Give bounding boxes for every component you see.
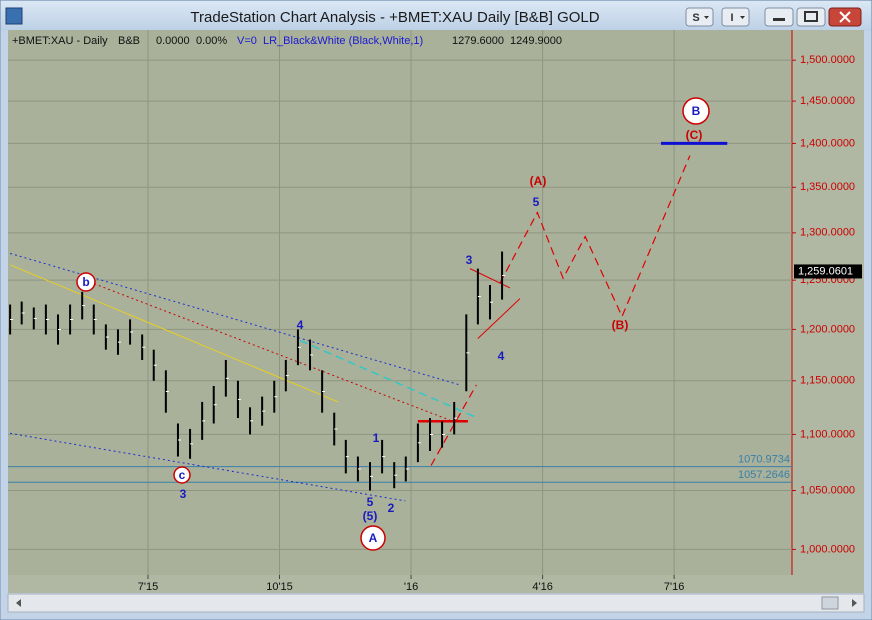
button-i[interactable] bbox=[721, 7, 750, 27]
annotation: 4 bbox=[297, 318, 304, 332]
annotation: 5 bbox=[533, 195, 540, 209]
annotation: 5 bbox=[367, 495, 374, 509]
scroll-thumb[interactable] bbox=[821, 596, 839, 610]
header-value: 0.0000 bbox=[156, 35, 190, 47]
level-label: 1057.2646 bbox=[738, 469, 790, 481]
x-tick-label: 4'16 bbox=[532, 581, 552, 593]
x-tick-label: 7'16 bbox=[664, 581, 684, 593]
annotation-circle bbox=[360, 525, 386, 551]
annotation: 2 bbox=[388, 501, 395, 515]
y-tick-label: 1,400.0000 bbox=[800, 137, 855, 149]
level-label: 1070.9734 bbox=[738, 454, 790, 466]
x-tick-label: '16 bbox=[404, 581, 418, 593]
maximize-icon bbox=[804, 11, 818, 22]
scrollbar[interactable] bbox=[7, 593, 865, 613]
dropdown-arrow bbox=[704, 16, 709, 19]
annotation: c bbox=[179, 468, 186, 482]
y-tick-label: 1,350.0000 bbox=[800, 181, 855, 193]
x-tick-label: 10'15 bbox=[266, 581, 293, 593]
y-tick-label: 1,150.0000 bbox=[800, 375, 855, 387]
y-tick-label: 1,000.0000 bbox=[800, 543, 855, 555]
price-axis-area bbox=[792, 30, 864, 575]
chart: 1,000.0000 1,050.0000 1,100.0000 1,150.0000… bbox=[8, 30, 862, 593]
maximize-button[interactable] bbox=[796, 7, 826, 27]
trend-line bbox=[9, 264, 339, 403]
trend-line bbox=[477, 298, 521, 339]
last-price-box bbox=[794, 264, 862, 279]
header-indicator: V=0 LR_Black&White (Black,White,1) bbox=[237, 35, 423, 47]
y-tick-label: 1,200.0000 bbox=[800, 323, 855, 335]
annotation: (5) bbox=[363, 509, 378, 523]
trend-line bbox=[469, 268, 511, 289]
annotation: (A) bbox=[530, 174, 547, 188]
y-tick-label: 1,100.0000 bbox=[800, 428, 855, 440]
header-style: B&B bbox=[118, 35, 140, 47]
annotation: 4 bbox=[498, 349, 505, 363]
trend-line bbox=[499, 155, 691, 318]
x-tick-label: 7'15 bbox=[138, 581, 158, 593]
annotation-circle bbox=[173, 466, 191, 484]
annotation: (B) bbox=[612, 318, 629, 332]
annotation-circle bbox=[682, 97, 710, 125]
annotation: 1 bbox=[373, 431, 380, 445]
annotation: b bbox=[82, 275, 89, 289]
time-axis-area bbox=[8, 575, 864, 593]
trend-line bbox=[299, 339, 479, 419]
button-s[interactable] bbox=[685, 7, 714, 27]
dropdown-arrow bbox=[740, 16, 745, 19]
annotation: (C) bbox=[686, 128, 703, 142]
header-price: 1249.9000 bbox=[510, 35, 562, 47]
trend-line bbox=[10, 432, 406, 502]
last-price-label: 1,259.0601 bbox=[798, 265, 853, 277]
annotation: 3 bbox=[180, 487, 187, 501]
y-tick-label: 1,500.0000 bbox=[800, 54, 855, 66]
header-price: 1279.6000 bbox=[452, 35, 504, 47]
annotation: B bbox=[692, 104, 701, 118]
y-tick-label: 1,050.0000 bbox=[800, 484, 855, 496]
y-tick-label: 1,450.0000 bbox=[800, 95, 855, 107]
y-tick-label: 1,300.0000 bbox=[800, 227, 855, 239]
header-value: 0.00% bbox=[196, 35, 227, 47]
plot-area bbox=[8, 30, 792, 575]
window-title: TradeStation Chart Analysis - +BMET:XAU … bbox=[190, 9, 599, 26]
minimize-button[interactable] bbox=[764, 7, 794, 27]
trend-line bbox=[9, 252, 461, 386]
minimize-icon bbox=[773, 18, 785, 21]
annotation: A bbox=[369, 531, 378, 545]
close-icon bbox=[839, 11, 851, 23]
header-symbol: +BMET:XAU - Daily bbox=[12, 35, 108, 47]
annotation-circle bbox=[76, 272, 96, 292]
app-icon bbox=[5, 7, 23, 25]
trend-line bbox=[84, 279, 451, 421]
annotation: 3 bbox=[466, 253, 473, 267]
button-label: S bbox=[692, 12, 699, 24]
button-label: I bbox=[730, 12, 733, 24]
